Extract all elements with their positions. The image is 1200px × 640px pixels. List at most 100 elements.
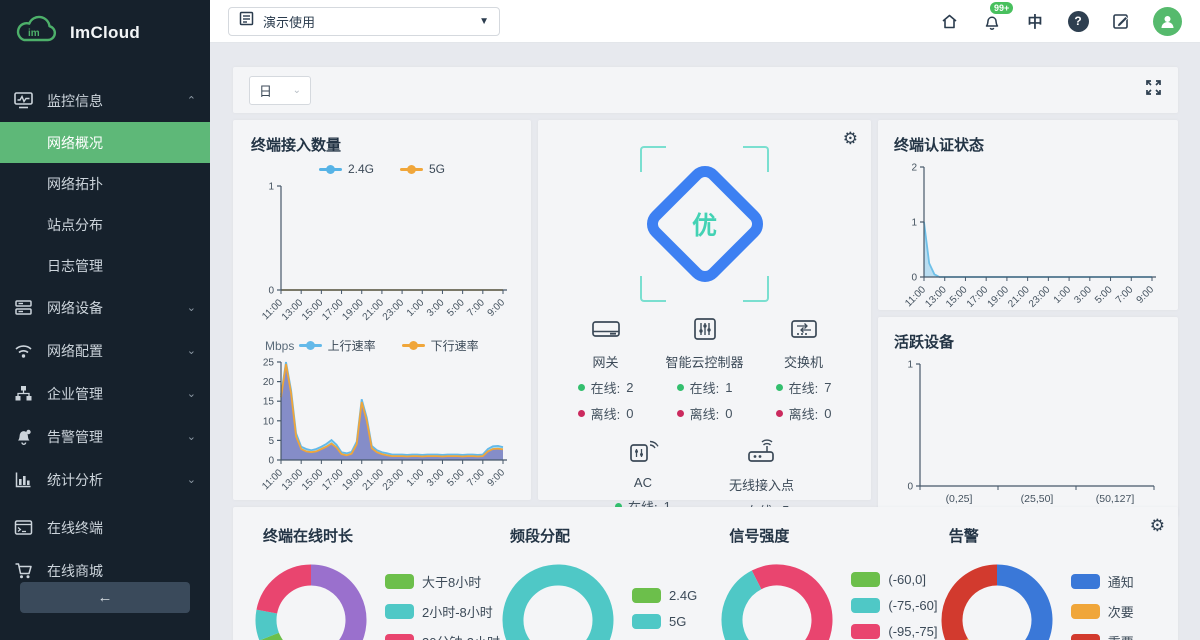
legend-label: 大于8小时 [422, 575, 482, 590]
offline-value: 0 [626, 406, 634, 421]
legend-item-5g[interactable]: 5G [400, 162, 445, 176]
card-terminal-access: 终端接入数量 2.4G 5G 0 1 11:00 13:00 15:00 17:00 19:… [233, 120, 531, 500]
sidebar-item-alarm-mgmt[interactable]: 告警管理 ⌄ [0, 415, 210, 458]
svg-text:5: 5 [268, 436, 274, 447]
org-selector-dropdown[interactable]: 演示使用 ▼ [228, 6, 500, 36]
sidebar-item-network-devices[interactable]: 网络设备 ⌄ [0, 286, 210, 329]
cloud-logo-icon: im [14, 14, 60, 51]
sidebar-item-log-management[interactable]: 日志管理 [0, 245, 210, 286]
legend-marker [400, 164, 423, 174]
offline-label: 离线: [689, 407, 720, 422]
org-icon [239, 11, 254, 31]
svg-text:15:00: 15:00 [944, 284, 970, 310]
donut-legend: 通知 次要 重要 [1070, 572, 1134, 640]
sidebar-item-monitor-info[interactable]: 监控信息 ⌃ [0, 79, 210, 122]
sidebar-item-network-overview[interactable]: 网络概况 [0, 122, 210, 163]
svg-text:11:00: 11:00 [260, 467, 285, 492]
sidebar-item-statistics[interactable]: 统计分析 ⌄ [0, 458, 210, 501]
online-label: 在线: [590, 381, 621, 396]
online-time-donut [255, 564, 367, 640]
legend-item[interactable]: 2小时-8小时 [385, 602, 500, 621]
legend-swatch [851, 572, 881, 587]
legend-label: 下行速率 [430, 339, 479, 353]
legend-item[interactable]: 通知 [1070, 572, 1134, 591]
online-dot-icon [676, 384, 684, 391]
donut-row: 2.4G 5G [500, 562, 719, 640]
svg-text:3:00: 3:00 [1072, 284, 1094, 306]
question-icon: ? [1067, 10, 1089, 32]
legend-swatch [1070, 634, 1100, 640]
legend-item[interactable]: 5G [632, 614, 697, 629]
legend-item[interactable]: (-60,0] [851, 572, 937, 587]
home-button[interactable] [938, 10, 960, 32]
sidebar-item-enterprise-mgmt[interactable]: 企业管理 ⌄ [0, 372, 210, 415]
online-label: 在线: [788, 381, 819, 396]
svg-text:0: 0 [907, 482, 913, 493]
legend-item[interactable]: (-75,-60] [851, 598, 938, 613]
legend-item-uplink[interactable]: 上行速率 [298, 337, 376, 354]
bracket-corner-icon [640, 146, 666, 172]
sub-item-label: 网络拓扑 [47, 175, 103, 192]
alarm-donut [941, 564, 1053, 640]
device-online: 在线: 2 [556, 378, 655, 397]
svg-text:19:00: 19:00 [986, 284, 1012, 310]
legend-label: 5G [669, 614, 687, 629]
logo-text: ImCloud [70, 22, 141, 42]
section-band: 频段分配 2.4G 5G [500, 525, 719, 640]
legend-item-24g[interactable]: 2.4G [318, 162, 374, 176]
active-devices-chart: 0 1 (0,25] (25,50] (50,127] [907, 360, 1155, 505]
legend-item[interactable]: 大于8小时 [385, 572, 500, 591]
sidebar-item-network-topology[interactable]: 网络拓扑 [0, 163, 210, 204]
sub-item-label: 站点分布 [47, 216, 103, 233]
card-title: 终端认证状态 [894, 137, 985, 154]
sidebar-collapse-button[interactable]: ← [20, 582, 190, 613]
legend-item[interactable]: (-95,-75] [851, 624, 938, 639]
settings-gear-icon[interactable]: ⚙ [842, 129, 858, 148]
svg-text:11:00: 11:00 [903, 284, 928, 309]
device-switch: 交换机 在线: 7 离线: 0 [754, 316, 853, 423]
online-value: 2 [626, 380, 634, 395]
ac-icon [626, 440, 660, 469]
card-title: 终端接入数量 [251, 137, 342, 154]
terminal-access-chart: 0 1 11:0013:0015:0017:0019:0021:0023:001:0… [260, 182, 507, 323]
svg-text:17:00: 17:00 [965, 284, 991, 310]
svg-text:1: 1 [268, 182, 274, 193]
sidebar-item-network-config[interactable]: 网络配置 ⌄ [0, 329, 210, 372]
sidebar-item-label: 监控信息 [47, 92, 103, 109]
sidebar-item-online-store[interactable]: 在线商城 [0, 549, 210, 592]
legend-item[interactable]: 30分钟-2小时 [385, 632, 500, 640]
alarm-bell-icon [14, 427, 33, 446]
topbar: 演示使用 ▼ 99+ 中 ? [210, 0, 1200, 43]
legend-marker [318, 164, 342, 174]
legend-item[interactable]: 2.4G [632, 588, 697, 603]
chevron-down-icon: ⌄ [186, 431, 196, 443]
settings-gear-icon[interactable]: ⚙ [1149, 516, 1165, 535]
legend-item[interactable]: 重要 [1070, 632, 1134, 640]
donut-row: 通知 次要 重要 [939, 562, 1158, 640]
legend-item-downlink[interactable]: 下行速率 [401, 337, 479, 354]
feedback-button[interactable] [1110, 10, 1132, 32]
legend-swatch [1070, 574, 1100, 589]
notifications-button[interactable]: 99+ [981, 2, 1014, 32]
fullscreen-button[interactable] [1145, 79, 1162, 101]
legend-label: 上行速率 [327, 339, 376, 353]
sidebar-item-site-distribution[interactable]: 站点分布 [0, 204, 210, 245]
user-avatar[interactable] [1153, 6, 1182, 36]
device-gateway: 网关 在线: 2 离线: 0 [556, 316, 655, 423]
svg-text:2: 2 [911, 163, 917, 174]
legend-swatch [851, 598, 881, 613]
device-offline: 离线: 0 [556, 404, 655, 423]
legend-item[interactable]: 次要 [1070, 602, 1134, 621]
help-button[interactable]: ? [1067, 10, 1089, 32]
legend-label: (-75,-60] [888, 598, 938, 613]
period-select[interactable]: 日 ⌄ [249, 75, 311, 105]
sidebar-item-online-terminals[interactable]: 在线终端 [0, 506, 210, 549]
notification-badge: 99+ [990, 2, 1014, 14]
wifi-icon [14, 341, 33, 360]
sidebar-item-label: 统计分析 [47, 471, 103, 488]
language-toggle-button[interactable]: 中 [1027, 13, 1043, 31]
dashboard-row-1: 终端接入数量 2.4G 5G 0 1 11:00 13:00 15:00 17:00 19:… [233, 120, 1178, 545]
online-value: 1 [725, 380, 733, 395]
